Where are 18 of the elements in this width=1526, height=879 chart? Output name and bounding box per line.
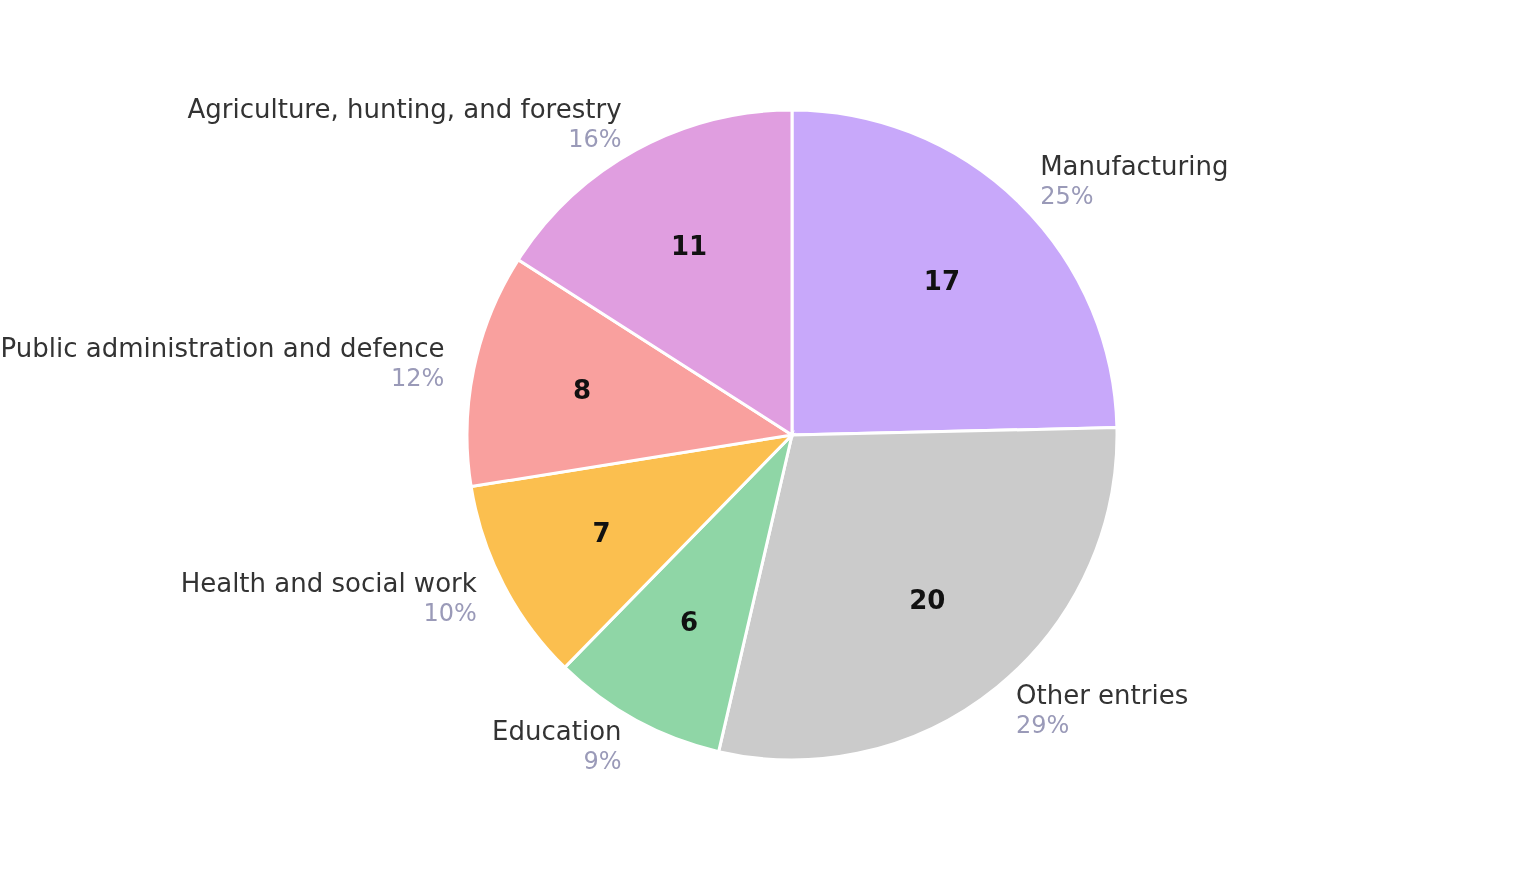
text: 12% xyxy=(391,363,445,392)
data-label: 7 xyxy=(592,517,611,548)
slice-label: Other entries xyxy=(1016,680,1189,711)
text: 16% xyxy=(568,124,622,153)
text: 29% xyxy=(1016,711,1070,740)
data-label: 8 xyxy=(572,375,592,406)
text: 9% xyxy=(583,747,622,776)
text: 25% xyxy=(1040,182,1094,211)
slice-label: Manufacturing xyxy=(1040,151,1229,182)
slice-label: Education xyxy=(492,716,622,747)
data-label: 11 xyxy=(670,230,708,261)
slice-label: Agriculture, hunting, and forestry xyxy=(187,93,622,124)
data-label: 6 xyxy=(679,607,699,638)
text: 10% xyxy=(423,599,477,628)
slice-label: Health and social work xyxy=(180,568,477,599)
data-label: 20 xyxy=(909,585,946,616)
data-label: 17 xyxy=(923,265,961,296)
slice-label: Public administration and defence xyxy=(0,332,445,363)
